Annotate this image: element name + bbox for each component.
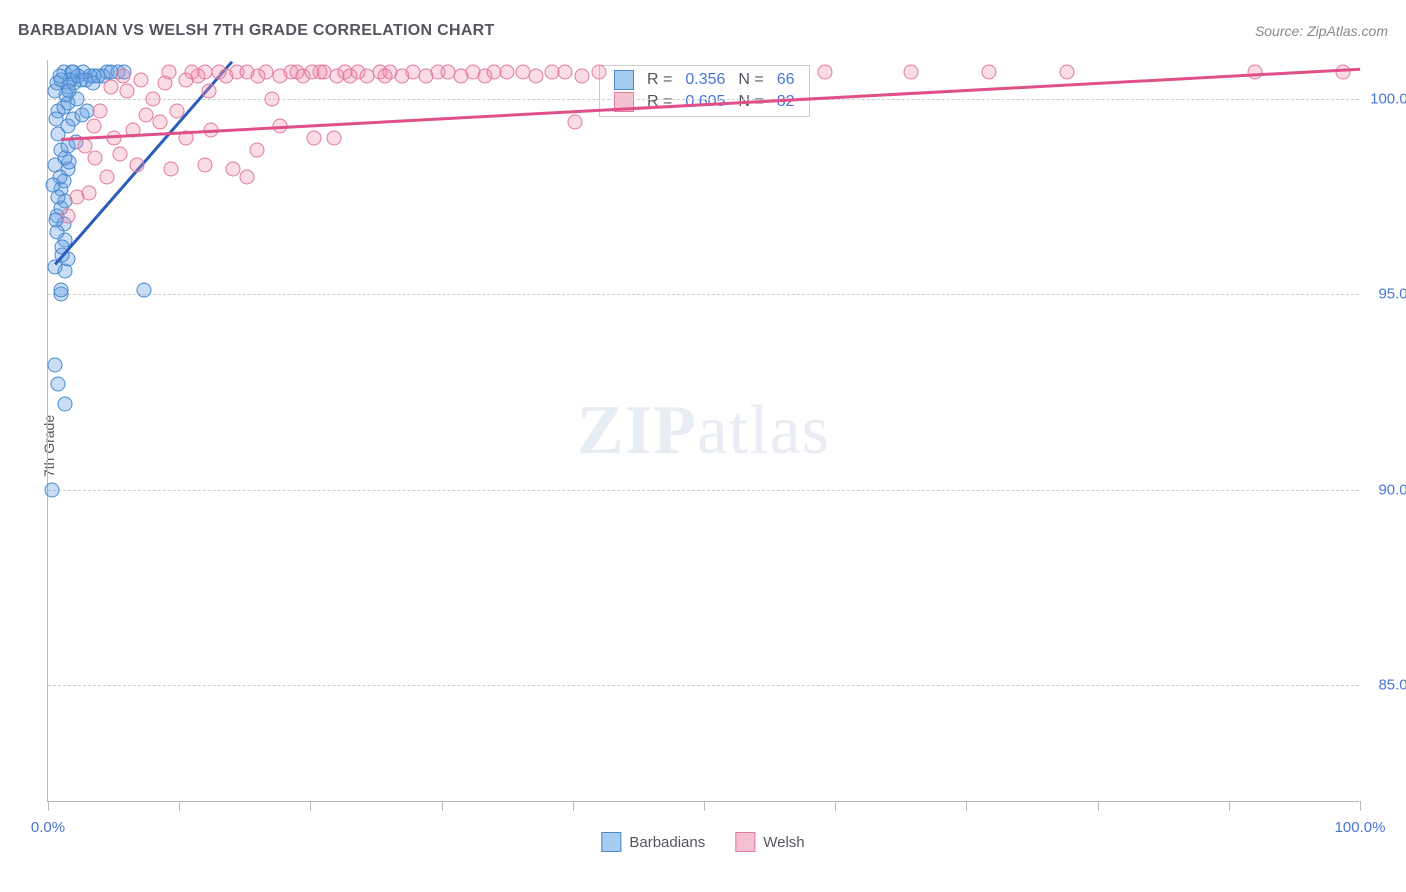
legend-swatch — [601, 832, 621, 852]
plot-area: ZIPatlas R =0.356N =66R =0.605N =82 85.0… — [47, 60, 1359, 802]
data-point — [100, 170, 115, 185]
x-tick — [1229, 801, 1230, 811]
data-point — [1248, 64, 1263, 79]
data-point — [115, 68, 130, 83]
data-point — [307, 131, 322, 146]
data-point — [54, 283, 69, 298]
stats-row: R = 0.356 N = 66 — [614, 70, 795, 90]
x-tick-label: 100.0% — [1335, 819, 1386, 836]
data-point — [58, 396, 73, 411]
chart-header: BARBADIAN VS WELSH 7TH GRADE CORRELATION… — [18, 22, 1388, 40]
data-point — [1060, 64, 1075, 79]
data-point — [198, 158, 213, 173]
y-tick-label: 100.0% — [1370, 91, 1406, 108]
data-point — [211, 64, 226, 79]
data-point — [145, 92, 160, 107]
stat-n-value: 66 — [777, 71, 795, 89]
x-tick-label: 0.0% — [31, 819, 65, 836]
data-point — [103, 80, 118, 95]
bottom-legend: Barbadians Welsh — [601, 832, 804, 852]
data-point — [557, 64, 572, 79]
data-point — [134, 72, 149, 87]
data-point — [290, 64, 305, 79]
data-point — [164, 162, 179, 177]
data-point — [85, 76, 100, 91]
gridline-h — [48, 99, 1359, 100]
legend-swatch — [735, 832, 755, 852]
stat-r-value: 0.356 — [685, 71, 725, 89]
stat-n-value: 82 — [777, 93, 795, 111]
data-point — [46, 177, 61, 192]
legend-label: Welsh — [763, 834, 804, 851]
data-point — [312, 64, 327, 79]
x-tick — [704, 801, 705, 811]
stat-n-label: N = — [738, 71, 763, 89]
data-point — [130, 158, 145, 173]
watermark: ZIPatlas — [577, 391, 830, 471]
data-point — [249, 142, 264, 157]
data-point — [342, 68, 357, 83]
data-point — [817, 64, 832, 79]
x-tick — [573, 801, 574, 811]
data-point — [77, 138, 92, 153]
data-point — [202, 84, 217, 99]
data-point — [1335, 64, 1350, 79]
x-tick — [1360, 801, 1361, 811]
data-point — [106, 131, 121, 146]
stat-r-label: R = — [647, 71, 672, 89]
gridline-h — [48, 490, 1359, 491]
data-point — [136, 283, 151, 298]
chart-source: Source: ZipAtlas.com — [1255, 23, 1388, 39]
data-point — [152, 115, 167, 130]
data-point — [47, 357, 62, 372]
x-tick — [966, 801, 967, 811]
data-point — [169, 103, 184, 118]
y-tick-label: 85.0% — [1378, 676, 1406, 693]
data-point — [529, 68, 544, 83]
legend-item: Welsh — [735, 832, 804, 852]
data-point — [258, 64, 273, 79]
data-point — [225, 162, 240, 177]
data-point — [119, 84, 134, 99]
data-point — [47, 158, 62, 173]
data-point — [60, 209, 75, 224]
x-tick — [442, 801, 443, 811]
data-point — [592, 64, 607, 79]
data-point — [48, 111, 63, 126]
x-tick — [48, 801, 49, 811]
legend-item: Barbadians — [601, 832, 705, 852]
series-swatch — [614, 70, 634, 90]
data-point — [61, 84, 76, 99]
data-point — [86, 119, 101, 134]
data-point — [378, 68, 393, 83]
data-point — [904, 64, 919, 79]
x-tick — [310, 801, 311, 811]
data-point — [51, 377, 66, 392]
data-point — [52, 68, 67, 83]
data-point — [93, 103, 108, 118]
y-tick-label: 90.0% — [1378, 481, 1406, 498]
data-point — [265, 92, 280, 107]
y-tick-label: 95.0% — [1378, 286, 1406, 303]
x-tick — [835, 801, 836, 811]
data-point — [81, 185, 96, 200]
gridline-h — [48, 294, 1359, 295]
data-point — [185, 64, 200, 79]
data-point — [500, 64, 515, 79]
chart-title: BARBADIAN VS WELSH 7TH GRADE CORRELATION… — [18, 22, 495, 40]
x-tick — [1098, 801, 1099, 811]
data-point — [240, 170, 255, 185]
data-point — [113, 146, 128, 161]
data-point — [574, 68, 589, 83]
data-point — [981, 64, 996, 79]
data-point — [44, 482, 59, 497]
x-tick — [179, 801, 180, 811]
data-point — [568, 115, 583, 130]
data-point — [327, 131, 342, 146]
data-point — [88, 150, 103, 165]
data-point — [161, 64, 176, 79]
legend-label: Barbadians — [629, 834, 705, 851]
gridline-h — [48, 685, 1359, 686]
